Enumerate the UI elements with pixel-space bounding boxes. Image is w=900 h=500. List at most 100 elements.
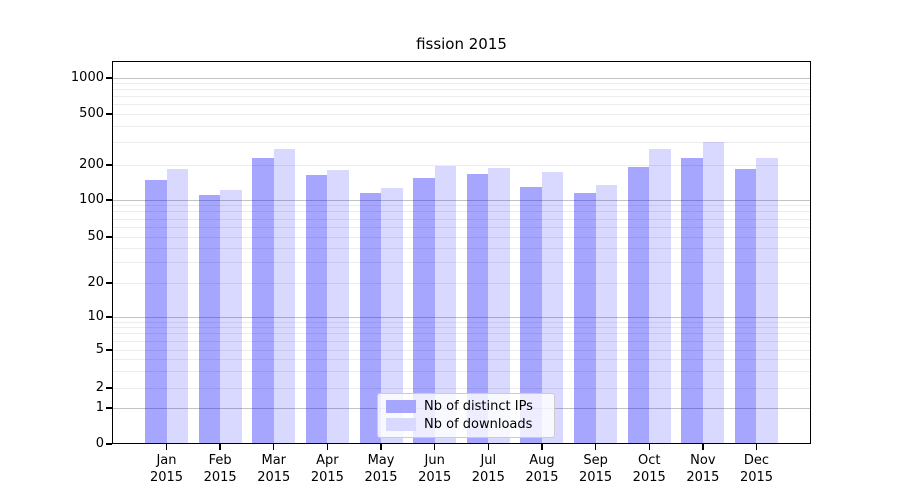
bar-nb-of-distinct-ips-oct [627, 167, 650, 444]
x-tick-label-sep: Sep 2015 [566, 452, 626, 486]
x-tick-month: Jan [156, 453, 177, 468]
minor-gridline-900 [112, 82, 811, 84]
bar-nb-of-downloads-jun [434, 166, 457, 444]
minor-gridline-4 [112, 358, 811, 360]
x-tick-month: Nov [690, 453, 716, 468]
bar-nb-of-distinct-ips-feb [198, 195, 221, 444]
x-tick-year: 2015 [364, 470, 398, 485]
y-tick-50 [106, 236, 112, 238]
bar-nb-of-downloads-jul [488, 168, 510, 444]
y-tick-label-500: 500 [79, 106, 104, 121]
minor-gridline-80 [112, 211, 811, 213]
minor-gridline-50 [112, 236, 811, 238]
x-tick-jun [434, 444, 436, 450]
y-tick-label-0: 0 [95, 436, 104, 451]
y-tick-label-50: 50 [87, 229, 104, 244]
x-tick-label-apr: Apr 2015 [297, 452, 357, 486]
x-tick-year: 2015 [203, 470, 237, 485]
x-tick-year: 2015 [471, 470, 505, 485]
y-tick-100 [106, 199, 112, 201]
major-gridline-1000 [112, 77, 811, 79]
x-tick-feb [219, 444, 221, 450]
y-tick-1 [106, 407, 112, 409]
y-tick-label-100: 100 [79, 192, 104, 207]
x-tick-month: Jun [424, 453, 445, 468]
x-tick-month: Apr [316, 453, 339, 468]
bar-nb-of-distinct-ips-sep [574, 193, 596, 444]
x-tick-year: 2015 [632, 470, 666, 485]
minor-gridline-800 [112, 89, 811, 91]
y-tick-0 [106, 443, 112, 445]
x-tick-label-oct: Oct 2015 [619, 452, 679, 486]
major-gridline-10 [112, 316, 811, 318]
minor-gridline-90 [112, 205, 811, 207]
x-tick-may [380, 444, 382, 450]
minor-gridline-40 [112, 247, 811, 249]
bar-nb-of-distinct-ips-jul [466, 174, 489, 444]
minor-gridline-8 [112, 327, 811, 329]
y-tick-1000 [106, 77, 112, 79]
bar-nb-of-distinct-ips-may [359, 192, 382, 444]
x-tick-month: Aug [529, 453, 555, 468]
y-tick-10 [106, 316, 112, 318]
minor-gridline-400 [112, 125, 811, 127]
y-tick-label-2: 2 [95, 380, 104, 395]
bar-nb-of-distinct-ips-aug [520, 187, 542, 444]
y-tick-label-20: 20 [87, 275, 104, 290]
x-tick-label-mar: Mar 2015 [244, 452, 304, 486]
x-tick-year: 2015 [257, 470, 291, 485]
legend-item-downloads: Nb of downloads [386, 417, 546, 432]
x-tick-year: 2015 [418, 470, 452, 485]
y-tick-label-1: 1 [95, 400, 104, 415]
x-tick-nov [702, 444, 704, 450]
x-tick-mar [273, 444, 275, 450]
x-tick-apr [326, 444, 329, 450]
x-tick-jan [165, 444, 168, 450]
minor-gridline-7 [112, 333, 811, 335]
bar-nb-of-distinct-ips-dec [734, 168, 757, 444]
bar-nb-of-downloads-oct [649, 149, 671, 444]
x-tick-oct [648, 444, 650, 450]
bar-nb-of-downloads-nov [702, 142, 725, 444]
x-tick-label-jul: Jul 2015 [458, 452, 518, 486]
bar-nb-of-downloads-feb [220, 189, 242, 444]
bar-nb-of-downloads-dec [756, 158, 778, 444]
x-tick-label-jun: Jun 2015 [405, 452, 465, 486]
y-tick-20 [106, 282, 112, 284]
x-tick-label-jan: Jan 2015 [137, 452, 197, 486]
bar-nb-of-downloads-aug [541, 171, 564, 444]
minor-gridline-500 [112, 113, 811, 115]
legend-label-distinct-ips: Nb of distinct IPs [424, 399, 533, 414]
minor-gridline-2 [112, 387, 811, 389]
x-tick-label-aug: Aug 2015 [512, 452, 572, 486]
legend-label-downloads: Nb of downloads [424, 417, 533, 432]
chart-title: fission 2015 [416, 35, 507, 53]
y-tick-200 [106, 164, 112, 166]
major-gridline-100 [112, 199, 811, 201]
bar-nb-of-distinct-ips-apr [305, 175, 328, 444]
x-tick-year: 2015 [310, 470, 344, 485]
legend: Nb of distinct IPs Nb of downloads [377, 393, 555, 438]
y-tick-500 [106, 113, 112, 115]
x-tick-month: May [367, 453, 395, 468]
x-tick-sep [594, 444, 597, 450]
bar-nb-of-distinct-ips-jan [145, 179, 167, 444]
bar-nb-of-downloads-apr [327, 170, 349, 444]
x-tick-label-feb: Feb 2015 [190, 452, 250, 486]
bar-nb-of-distinct-ips-jun [413, 178, 435, 444]
minor-gridline-700 [112, 96, 811, 98]
minor-gridline-200 [112, 164, 811, 166]
y-tick-label-1000: 1000 [70, 70, 104, 85]
minor-gridline-300 [112, 141, 811, 143]
bar-nb-of-downloads-jan [166, 168, 188, 444]
x-tick-year: 2015 [149, 470, 184, 485]
y-tick-label-200: 200 [79, 157, 104, 172]
x-tick-jul [487, 444, 489, 450]
x-tick-aug [541, 444, 543, 450]
bar-nb-of-distinct-ips-nov [681, 158, 703, 444]
minor-gridline-60 [112, 226, 811, 228]
x-tick-month: Oct [637, 453, 661, 468]
x-tick-label-may: May 2015 [351, 452, 411, 486]
x-tick-year: 2015 [579, 470, 613, 485]
